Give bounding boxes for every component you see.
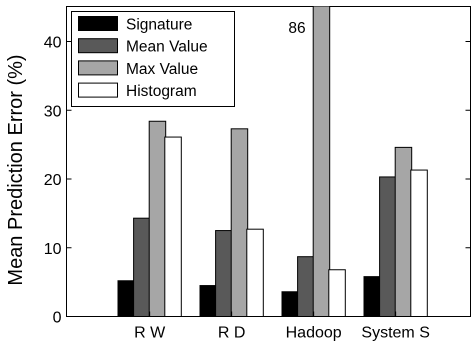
- bar-signature-r-w: [117, 280, 135, 317]
- bar-signature-system-s: [363, 276, 381, 317]
- x-tick-label: R D: [218, 325, 246, 341]
- bar-mean-value-r-w: [133, 217, 151, 317]
- bars-group: [117, 6, 428, 317]
- bar-signature-hadoop: [281, 291, 299, 317]
- y-tick-label: 0: [53, 310, 62, 327]
- legend-label: Max Value: [126, 61, 198, 78]
- value-annotation: 86: [288, 20, 305, 37]
- bar-mean-value-r-d: [215, 230, 233, 317]
- legend-label: Histogram: [126, 83, 197, 100]
- annotations-group: 86: [288, 20, 305, 37]
- bar-max-value-r-w: [148, 120, 167, 317]
- legend-label: Mean Value: [126, 39, 208, 56]
- plot-area-frame: [66, 6, 471, 317]
- bar-signature-r-d: [199, 285, 217, 317]
- legend-label: Signature: [126, 17, 192, 34]
- x-tick-label: Hadoop: [286, 325, 342, 341]
- bar-histogram-system-s: [410, 169, 428, 317]
- y-axis-label: Mean Prediction Error (%): [5, 54, 27, 285]
- bar-histogram-r-d: [246, 228, 264, 317]
- x-tick-label: System S: [361, 325, 429, 341]
- bar-max-value-hadoop: [312, 6, 331, 317]
- x-tick-label: R W: [134, 325, 166, 341]
- y-axis-ticks: 0 10 20 30 40: [44, 35, 471, 327]
- bar-mean-value-system-s: [379, 176, 397, 317]
- bar-max-value-system-s: [394, 146, 413, 317]
- bar-max-value-r-d: [230, 128, 249, 317]
- bar-histogram-r-w: [164, 136, 182, 317]
- y-tick-label: 30: [44, 103, 62, 120]
- bar-histogram-hadoop: [328, 269, 346, 317]
- legend-swatch: [78, 60, 118, 76]
- x-axis-ticks: R W R D Hadoop System S: [134, 311, 430, 341]
- y-tick-label: 10: [44, 241, 62, 258]
- legend-swatch: [78, 16, 118, 31]
- legend-swatch: [78, 82, 118, 98]
- legend: Signature Mean Value Max Value Histogram: [71, 11, 235, 107]
- bar-mean-value-hadoop: [297, 256, 315, 317]
- y-tick-label: 20: [44, 172, 62, 189]
- y-tick-label: 40: [44, 35, 62, 52]
- legend-swatch: [78, 38, 118, 54]
